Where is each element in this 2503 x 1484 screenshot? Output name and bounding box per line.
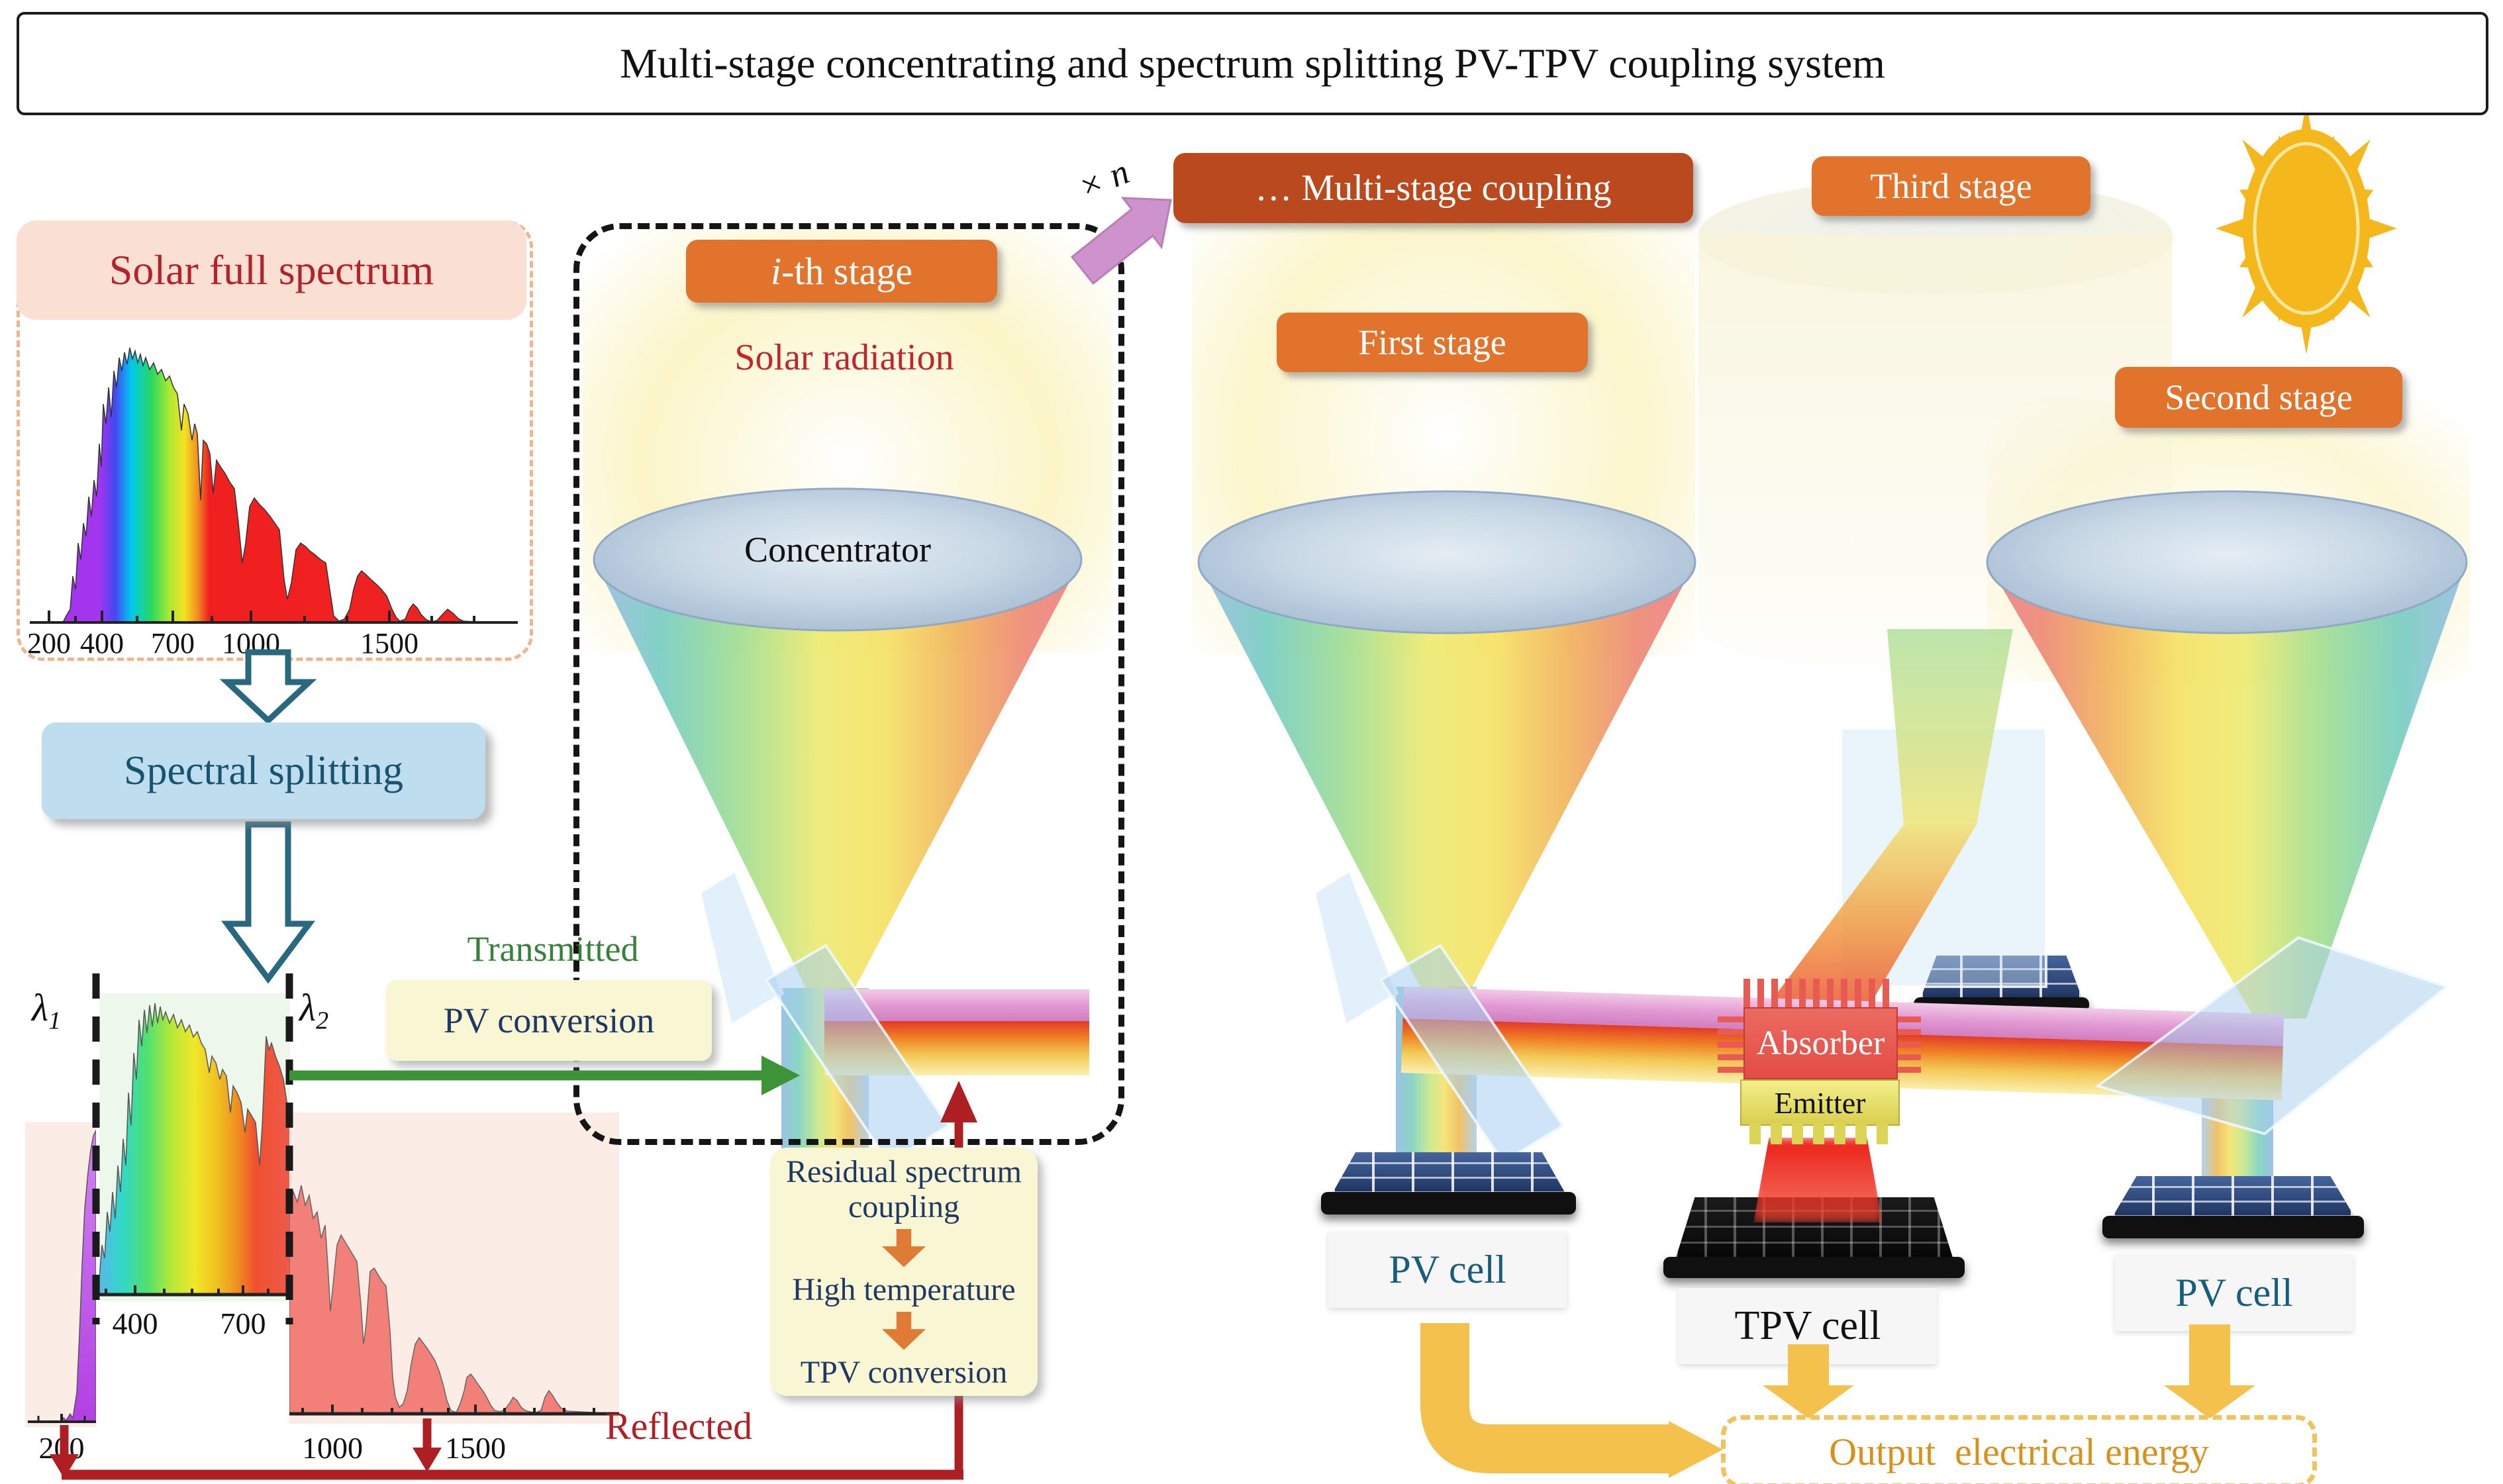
pv-left-panel-edge — [1321, 1192, 1576, 1214]
down-arrow-icon — [882, 1228, 926, 1267]
absorber-label: Absorber — [1756, 1024, 1885, 1062]
second-stage-cone — [1987, 562, 2467, 1018]
tpv-label: TPV cell — [1734, 1303, 1881, 1348]
residual-coupling-box: Residual spectrum coupling High temperat… — [770, 1148, 1038, 1396]
second-stage-splitter — [2094, 936, 2450, 1136]
third-stage-tag: Third stage — [1812, 156, 2090, 216]
pv-left-label: PV cell — [1389, 1248, 1506, 1291]
transmitted-band-box — [99, 993, 290, 1301]
ith-stage-lens — [593, 487, 1083, 632]
pv-right-panel — [2112, 1176, 2355, 1217]
ir-spectrum-chart — [289, 1185, 619, 1416]
lambda2-base: λ — [299, 986, 317, 1029]
ith-stage-tag: i-th stage — [686, 240, 997, 303]
axis-tick-200: 200 — [27, 627, 71, 660]
lambda1-sub: 1 — [48, 1007, 62, 1035]
page-title: Multi-stage concentrating and spectrum s… — [620, 40, 1885, 87]
uv-tick-200: 200 — [38, 1431, 85, 1465]
second-stage-label: Second stage — [2165, 377, 2353, 417]
second-stage-lens — [1986, 490, 2468, 634]
ith-stage-splitter — [698, 869, 950, 1164]
axis-tick-400: 400 — [80, 627, 124, 660]
multi-stage-coupling-tag: … Multi-stage coupling — [1173, 153, 1693, 223]
down-arrow-icon — [882, 1311, 926, 1350]
axis-tick-700: 700 — [151, 627, 195, 660]
tpv-label-strip: TPV cell — [1679, 1288, 1937, 1364]
ith-stage-cone — [594, 560, 1081, 989]
multi-stage-coupling-label: … Multi-stage coupling — [1255, 168, 1612, 209]
first-stage-tag: First stage — [1277, 313, 1588, 372]
solar-spectrum-header: Solar full spectrum — [17, 221, 526, 320]
tpv-conversion-label: TPV conversion — [800, 1354, 1008, 1390]
emitter-label: Emitter — [1774, 1085, 1866, 1120]
ir-tick-1000: 1000 — [302, 1431, 363, 1465]
pv-conversion-box: PV conversion — [386, 980, 712, 1061]
axis-tick-1500: 1500 — [360, 627, 418, 660]
transmitted-label: Transmitted — [467, 929, 639, 969]
third-stage-beam-upper — [1887, 629, 2013, 824]
ith-stage-suffix: -th stage — [781, 250, 913, 293]
first-stage-cone — [1199, 562, 1695, 987]
full-spectrum-ticks — [48, 611, 475, 622]
spectral-splitting-label: Spectral splitting — [124, 748, 403, 793]
vis-spectrum-chart — [99, 1003, 290, 1297]
title-bar: Multi-stage concentrating and spectrum s… — [17, 12, 2488, 115]
absorber-fins-top — [1743, 979, 1895, 1008]
uv-reflected-box — [25, 1122, 96, 1427]
pv-right-label-strip: PV cell — [2115, 1255, 2353, 1331]
reflected-label: Reflected — [605, 1405, 753, 1448]
output-energy-box: Output electrical energy — [1721, 1415, 2317, 1484]
absorber-fins-left — [1718, 1012, 1744, 1073]
ir-reflected-box — [289, 1113, 619, 1424]
absorber-box: Absorber — [1743, 1007, 1898, 1079]
axis-tick-1000: 1000 — [222, 627, 280, 660]
full-spectrum-curve — [62, 347, 517, 623]
lambda1-label: λ1 — [32, 985, 61, 1036]
absorber-fins-right — [1894, 1012, 1921, 1073]
pv-right-panel-edge — [2102, 1216, 2364, 1238]
concentrator-label: Concentrator — [744, 530, 931, 569]
pv-left-label-strip: PV cell — [1328, 1232, 1567, 1308]
third-stage-pv-panel — [1920, 956, 2083, 999]
residual-line2: coupling — [848, 1189, 959, 1224]
vis-tick-400: 400 — [112, 1307, 158, 1340]
high-temperature-label: High temperature — [792, 1271, 1016, 1307]
uv-spectrum-chart — [28, 1130, 96, 1423]
tpv-red-glow — [1753, 1138, 1883, 1222]
first-stage-label: First stage — [1358, 322, 1506, 362]
tpv-panel-edge — [1663, 1257, 1965, 1278]
spectral-splitting-box: Spectral splitting — [42, 722, 485, 819]
emitter-box: Emitter — [1740, 1079, 1900, 1126]
residual-line1: Residual spectrum — [786, 1154, 1022, 1189]
pv-right-label: PV cell — [2175, 1271, 2293, 1314]
third-stage-label: Third stage — [1870, 166, 2032, 206]
ith-stage-prefix: i — [770, 250, 781, 293]
lambda2-sub: 2 — [316, 1007, 329, 1035]
pv-conversion-label: PV conversion — [443, 1001, 655, 1040]
emitter-teeth — [1749, 1123, 1890, 1144]
ir-tick-1500: 1500 — [445, 1431, 506, 1465]
first-stage-lens — [1197, 490, 1696, 634]
pv-left-panel — [1332, 1152, 1565, 1193]
ith-stage-frame — [573, 223, 1124, 1145]
solar-spectrum-chart — [30, 347, 518, 624]
lambda2-label: λ2 — [299, 985, 328, 1036]
ith-stage-horizontal-beam — [824, 989, 1089, 1075]
sun-icon — [2216, 103, 2397, 354]
output-energy-label: Output electrical energy — [1829, 1430, 2209, 1473]
solar-radiation-label: Solar radiation — [734, 337, 954, 378]
solar-spectrum-title: Solar full spectrum — [109, 246, 434, 293]
first-stage-splitter — [1312, 869, 1565, 1164]
vis-tick-700: 700 — [220, 1307, 266, 1340]
lambda1-base: λ — [32, 986, 49, 1029]
second-stage-tag: Second stage — [2115, 367, 2402, 428]
